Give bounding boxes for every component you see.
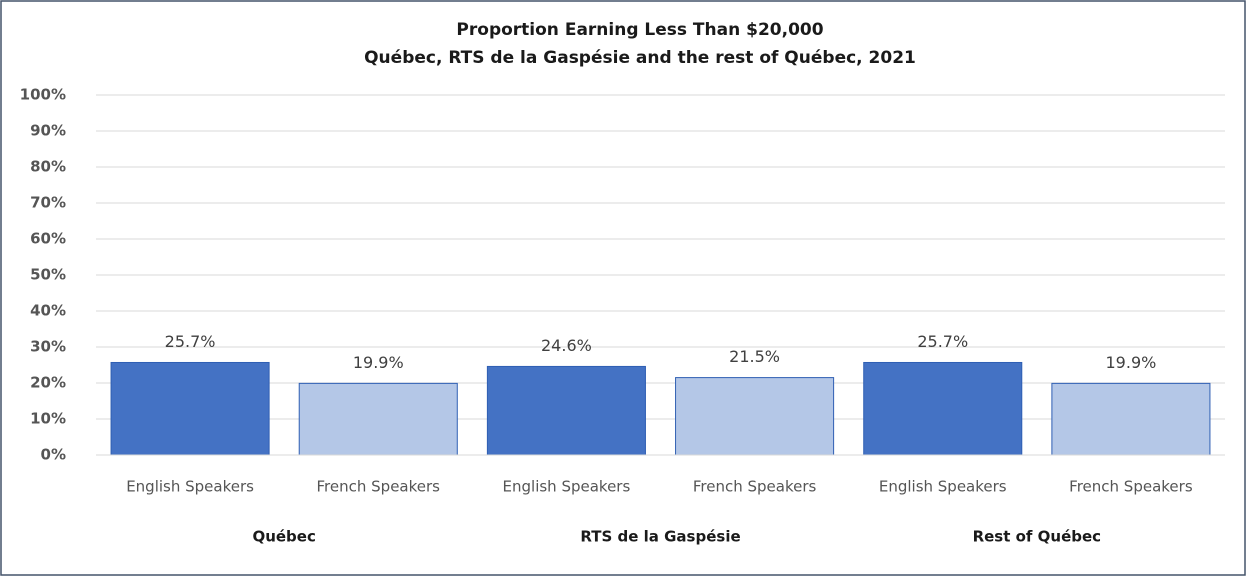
chart-title: Proportion Earning Less Than $20,000	[456, 20, 823, 40]
x-tick-label: French Speakers	[317, 478, 441, 496]
bar	[486, 365, 646, 456]
data-label: 21.5%	[729, 347, 780, 366]
x-tick-label: French Speakers	[693, 478, 817, 496]
y-tick-label: 100%	[20, 86, 66, 104]
y-tick-label: 20%	[30, 374, 66, 392]
x-tick-label: French Speakers	[1069, 478, 1193, 496]
data-label: 19.9%	[1106, 353, 1157, 372]
y-tick-label: 60%	[30, 230, 66, 248]
x-tick-label: English Speakers	[503, 478, 631, 496]
x-tick-label: English Speakers	[879, 478, 1007, 496]
y-tick-label: 0%	[41, 446, 66, 464]
group-label: Rest of Québec	[973, 528, 1102, 546]
bar	[675, 377, 835, 456]
y-tick-label: 40%	[30, 302, 66, 320]
group-label: RTS de la Gaspésie	[580, 528, 740, 546]
bar	[298, 382, 458, 456]
data-label: 24.6%	[541, 336, 592, 355]
x-tick-label: English Speakers	[126, 478, 254, 496]
data-label: 25.7%	[917, 332, 968, 351]
bar	[110, 361, 270, 456]
y-tick-label: 10%	[30, 410, 66, 428]
data-label: 19.9%	[353, 353, 404, 372]
data-label: 25.7%	[165, 332, 216, 351]
y-tick-label: 30%	[30, 338, 66, 356]
bar	[1051, 382, 1211, 456]
bar	[863, 361, 1023, 456]
y-tick-label: 70%	[30, 194, 66, 212]
group-label: Québec	[252, 528, 315, 546]
chart-subtitle: Québec, RTS de la Gaspésie and the rest …	[364, 48, 916, 68]
y-tick-label: 80%	[30, 158, 66, 176]
y-tick-label: 50%	[30, 266, 66, 284]
y-tick-label: 90%	[30, 122, 66, 140]
